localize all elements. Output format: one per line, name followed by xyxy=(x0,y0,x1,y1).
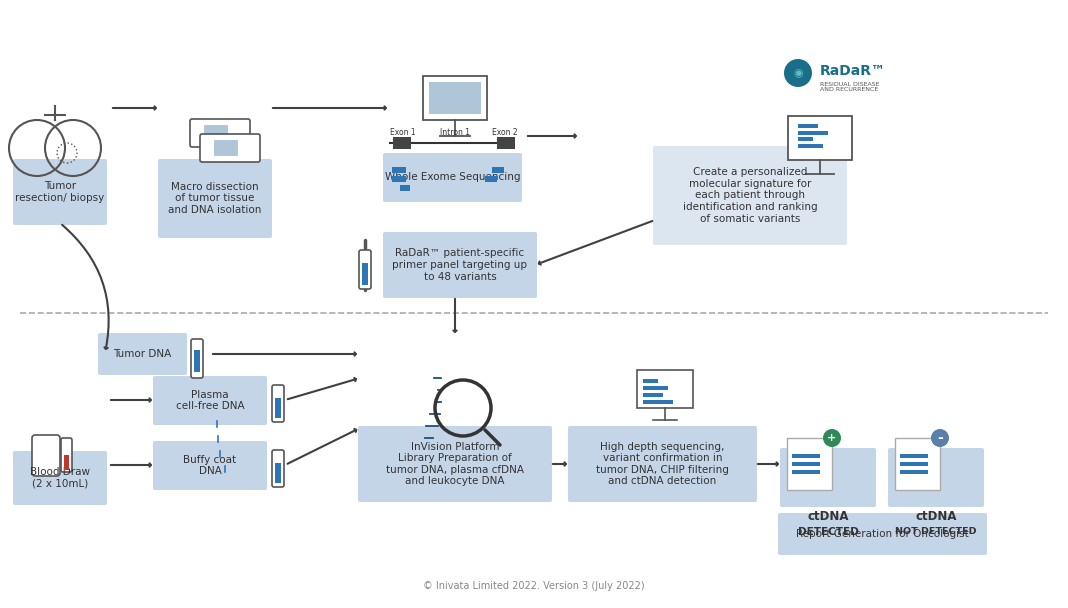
Text: Blood Draw
(2 x 10mL): Blood Draw (2 x 10mL) xyxy=(30,467,90,489)
FancyBboxPatch shape xyxy=(13,451,107,505)
FancyBboxPatch shape xyxy=(485,176,497,182)
FancyBboxPatch shape xyxy=(792,462,820,466)
FancyBboxPatch shape xyxy=(798,124,818,128)
Text: ◉: ◉ xyxy=(794,68,803,78)
FancyBboxPatch shape xyxy=(900,454,928,458)
FancyBboxPatch shape xyxy=(383,232,537,298)
FancyBboxPatch shape xyxy=(392,167,406,173)
Circle shape xyxy=(784,59,812,87)
FancyBboxPatch shape xyxy=(637,370,693,408)
Text: RaDaR™: RaDaR™ xyxy=(820,64,885,78)
FancyBboxPatch shape xyxy=(643,379,658,383)
FancyBboxPatch shape xyxy=(153,376,267,425)
FancyBboxPatch shape xyxy=(153,441,267,490)
FancyBboxPatch shape xyxy=(32,435,60,476)
FancyBboxPatch shape xyxy=(194,350,200,372)
Text: Create a personalized
molecular signature for
each patient through
identificatio: Create a personalized molecular signatur… xyxy=(682,167,817,224)
Text: InVision Platform
Library Preparation of
tumor DNA, plasma cfDNA
and leukocyte D: InVision Platform Library Preparation of… xyxy=(386,441,524,486)
FancyBboxPatch shape xyxy=(13,159,107,225)
Text: NOT DETECTED: NOT DETECTED xyxy=(895,528,977,536)
Text: ctDNA: ctDNA xyxy=(915,510,957,522)
FancyBboxPatch shape xyxy=(895,438,940,490)
Text: Tumor DNA: Tumor DNA xyxy=(113,349,172,359)
FancyBboxPatch shape xyxy=(64,455,69,470)
FancyBboxPatch shape xyxy=(392,176,406,182)
FancyBboxPatch shape xyxy=(190,119,250,147)
Text: Macro dissection
of tumor tissue
and DNA isolation: Macro dissection of tumor tissue and DNA… xyxy=(169,182,262,215)
FancyBboxPatch shape xyxy=(158,159,272,238)
FancyBboxPatch shape xyxy=(643,386,668,390)
FancyBboxPatch shape xyxy=(643,400,673,404)
FancyBboxPatch shape xyxy=(191,339,203,378)
Text: Exon 1: Exon 1 xyxy=(390,128,415,137)
FancyBboxPatch shape xyxy=(61,438,72,472)
Text: DETECTED: DETECTED xyxy=(798,527,859,537)
FancyBboxPatch shape xyxy=(423,76,487,120)
FancyBboxPatch shape xyxy=(358,426,552,502)
FancyBboxPatch shape xyxy=(400,185,410,191)
FancyBboxPatch shape xyxy=(274,398,281,418)
FancyBboxPatch shape xyxy=(778,513,987,555)
FancyBboxPatch shape xyxy=(200,134,260,162)
FancyBboxPatch shape xyxy=(393,137,411,149)
Text: -: - xyxy=(937,431,943,445)
Text: RESIDUAL DISEASE
AND RECURRENCE: RESIDUAL DISEASE AND RECURRENCE xyxy=(820,81,880,92)
Circle shape xyxy=(931,429,949,447)
Text: ctDNA: ctDNA xyxy=(807,510,849,522)
FancyBboxPatch shape xyxy=(792,470,820,474)
FancyBboxPatch shape xyxy=(788,116,852,160)
FancyBboxPatch shape xyxy=(497,137,515,149)
FancyBboxPatch shape xyxy=(214,140,238,156)
Text: Exon 2: Exon 2 xyxy=(492,128,518,137)
FancyBboxPatch shape xyxy=(359,250,371,289)
FancyBboxPatch shape xyxy=(429,82,481,114)
FancyBboxPatch shape xyxy=(492,167,504,173)
FancyBboxPatch shape xyxy=(792,454,820,458)
Text: © Inivata Limited 2022. Version 3 (July 2022): © Inivata Limited 2022. Version 3 (July … xyxy=(423,581,645,591)
FancyBboxPatch shape xyxy=(272,385,284,422)
FancyBboxPatch shape xyxy=(653,146,847,245)
Circle shape xyxy=(823,429,841,447)
FancyBboxPatch shape xyxy=(204,125,227,141)
Text: +: + xyxy=(828,433,836,443)
FancyBboxPatch shape xyxy=(794,122,846,154)
FancyBboxPatch shape xyxy=(383,153,522,202)
FancyBboxPatch shape xyxy=(798,131,828,134)
FancyBboxPatch shape xyxy=(643,393,663,397)
FancyBboxPatch shape xyxy=(798,137,813,141)
FancyBboxPatch shape xyxy=(362,263,368,285)
FancyBboxPatch shape xyxy=(568,426,757,502)
FancyBboxPatch shape xyxy=(798,143,823,148)
FancyBboxPatch shape xyxy=(888,448,984,507)
FancyBboxPatch shape xyxy=(780,448,876,507)
Text: Buffy coat
DNA: Buffy coat DNA xyxy=(184,455,237,476)
FancyBboxPatch shape xyxy=(272,450,284,487)
Text: Intron 1: Intron 1 xyxy=(440,128,470,137)
Text: RaDaR™ patient-specific
primer panel targeting up
to 48 variants: RaDaR™ patient-specific primer panel tar… xyxy=(393,249,528,282)
Text: High depth sequencing,
variant confirmation in
tumor DNA, CHIP filtering
and ctD: High depth sequencing, variant confirmat… xyxy=(596,441,729,486)
FancyBboxPatch shape xyxy=(98,333,187,375)
FancyBboxPatch shape xyxy=(900,462,928,466)
Text: Plasma
cell-free DNA: Plasma cell-free DNA xyxy=(176,390,245,411)
FancyBboxPatch shape xyxy=(787,438,832,490)
Text: Report Generation for Oncologist: Report Generation for Oncologist xyxy=(796,529,969,539)
Text: Whole Exome Sequencing: Whole Exome Sequencing xyxy=(384,173,520,182)
FancyBboxPatch shape xyxy=(274,463,281,483)
Text: Tumor
resection/ biopsy: Tumor resection/ biopsy xyxy=(15,181,105,203)
FancyBboxPatch shape xyxy=(900,470,928,474)
